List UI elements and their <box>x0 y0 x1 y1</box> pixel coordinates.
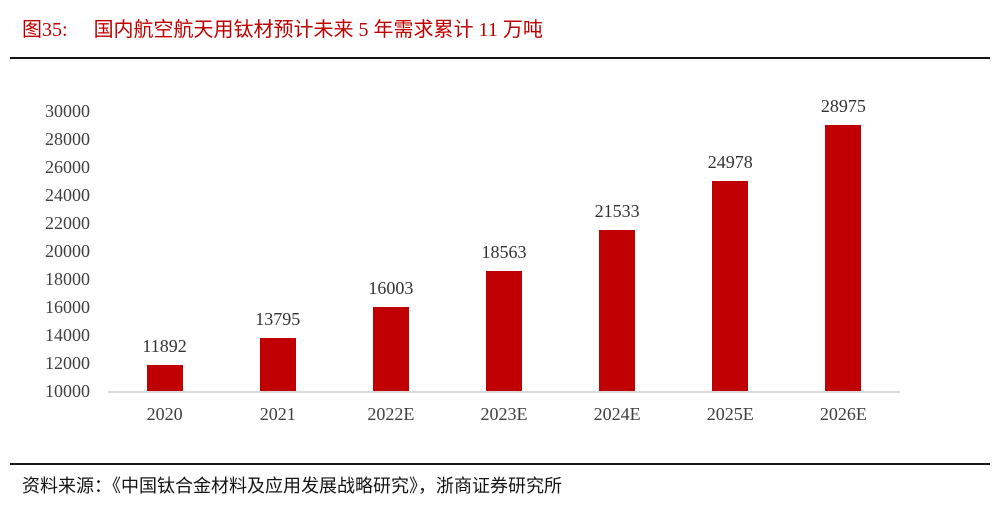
bar-2020 <box>146 364 183 391</box>
footer-divider-line <box>10 463 990 465</box>
figure-number-label: 图35: <box>22 19 68 41</box>
y-axis-tick-label: 30000 <box>45 101 90 121</box>
y-axis-tick-label: 26000 <box>45 157 90 177</box>
title-divider-line <box>10 57 990 59</box>
bar-value-label: 18563 <box>481 242 527 263</box>
bar-2024E <box>599 229 636 391</box>
x-axis-tick-label: 2022E <box>367 404 415 424</box>
bar-chart: 10000 12000 14000 16000 18000 20000 22000 24000… <box>0 70 1000 450</box>
source-body: 《中国钛合金材料及应用发展战略研究》，浙商证券研究所 <box>112 476 562 496</box>
y-axis-tick-label: 14000 <box>45 325 90 345</box>
x-axis-tick-label: 2026E <box>819 404 867 424</box>
x-axis-tick-label: 2023E <box>480 404 528 424</box>
x-axis-tick-label: 2021 <box>259 404 296 424</box>
bar-2021 <box>259 337 296 391</box>
y-axis-tick-label: 22000 <box>45 213 90 233</box>
bar-2026E <box>825 125 862 391</box>
bar-2022E <box>372 306 409 391</box>
bar-value-label: 16003 <box>368 277 414 298</box>
bar-value-label: 24978 <box>707 152 753 173</box>
y-axis-tick-label: 18000 <box>45 269 90 289</box>
y-axis-tick-label: 10000 <box>45 381 90 401</box>
source-note: 资料来源：《中国钛合金材料及应用发展战略研究》，浙商证券研究所 <box>22 474 562 498</box>
bar-value-label: 13795 <box>255 308 301 329</box>
bar-value-label: 28975 <box>820 96 866 117</box>
x-axis-tick-label: 2024E <box>593 404 641 424</box>
y-axis-tick-label: 28000 <box>45 129 90 149</box>
source-label: 资料来源： <box>22 476 112 496</box>
y-axis-tick-label: 16000 <box>45 297 90 317</box>
bar-value-label: 11892 <box>142 335 187 356</box>
y-axis-tick-label: 24000 <box>45 185 90 205</box>
bar-2025E <box>712 181 749 391</box>
x-axis-tick-label: 2020 <box>146 404 183 424</box>
x-axis-tick-label: 2025E <box>706 404 754 424</box>
bar-value-label: 21533 <box>594 200 640 221</box>
bar-2023E <box>486 271 522 391</box>
figure-title-text: 国内航空航天用钛材预计未来 5 年需求累计 11 万吨 <box>93 19 543 41</box>
figure-title: 图35: 国内航空航天用钛材预计未来 5 年需求累计 11 万吨 <box>22 16 543 44</box>
x-axis-line <box>108 391 900 393</box>
y-axis-tick-label: 12000 <box>45 353 90 373</box>
y-axis-tick-label: 20000 <box>45 241 90 261</box>
